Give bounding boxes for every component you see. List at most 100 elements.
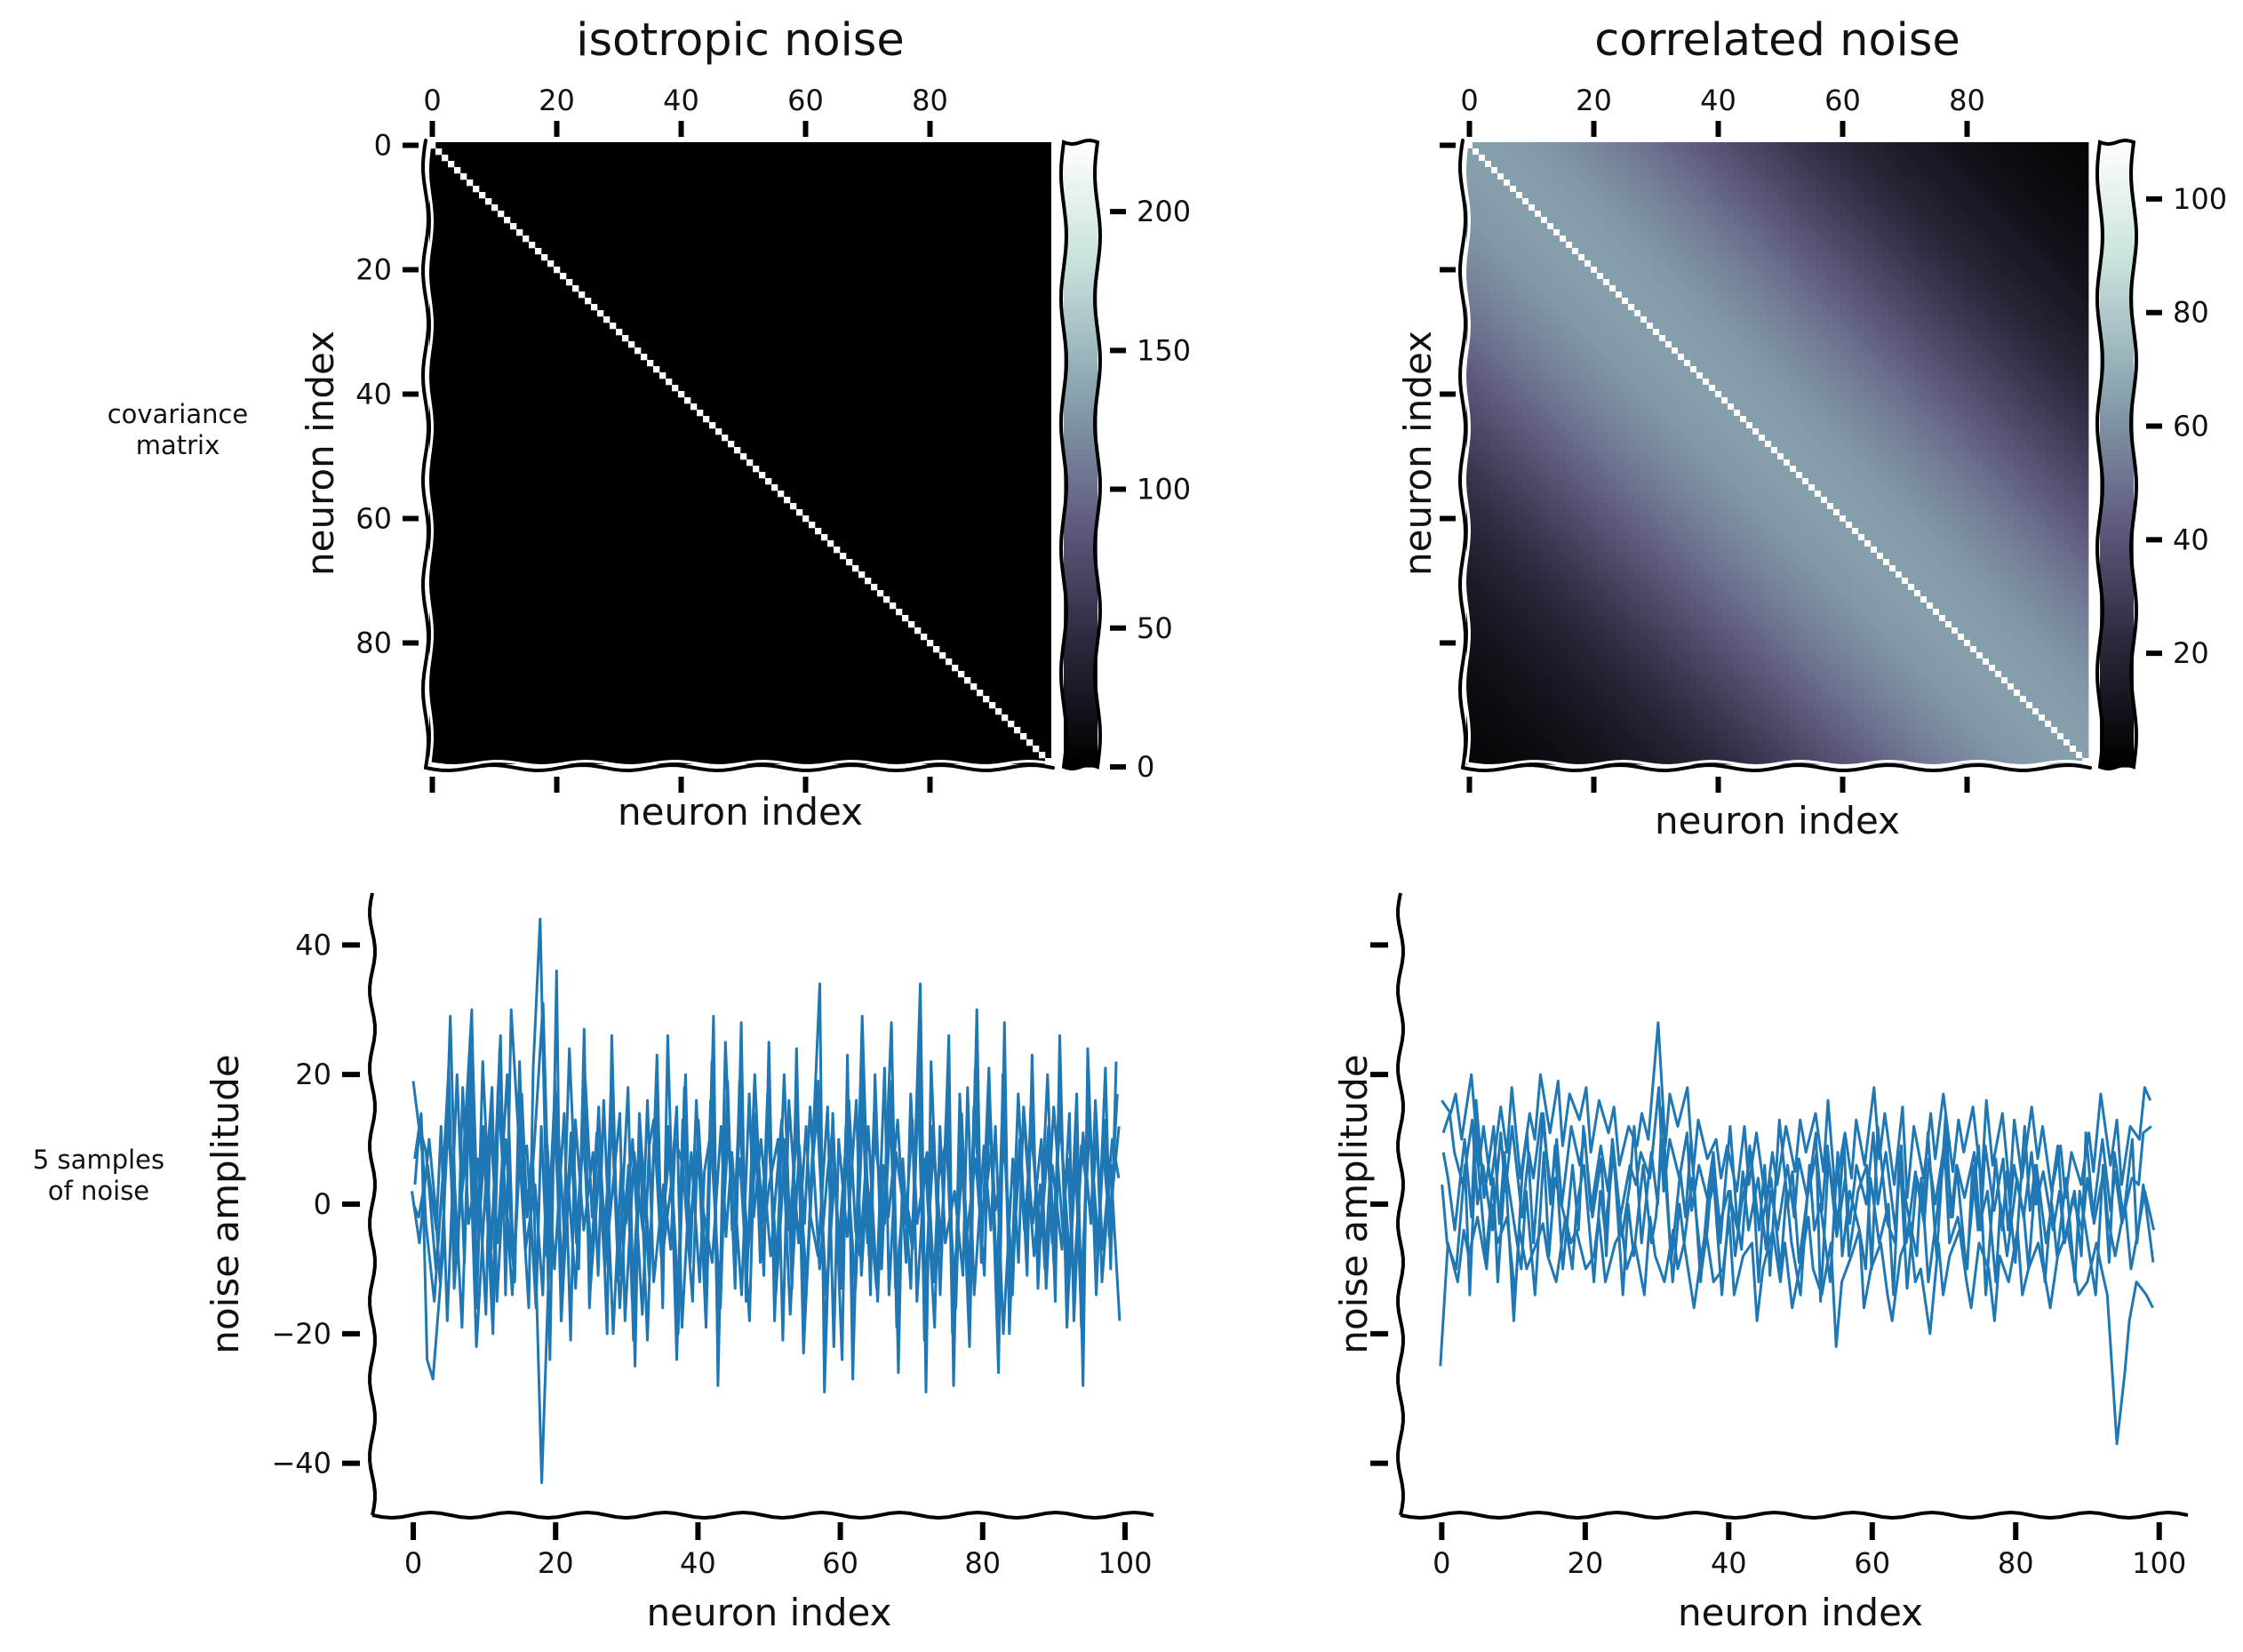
heatmap-cell: [2020, 223, 2027, 230]
colorbar-band: [1064, 756, 1098, 762]
heatmap-cell: [1640, 291, 1648, 299]
heatmap-cell: [1479, 161, 1486, 168]
heatmap-cell: [1746, 229, 1753, 236]
heatmap-cell: [1684, 204, 1691, 211]
heatmap-cell: [1914, 391, 1921, 398]
heatmap-cell: [1840, 341, 1847, 348]
heatmap-cell: [1933, 391, 1940, 398]
heatmap-cell: [1535, 329, 1542, 336]
colorbar-band: [1064, 662, 1098, 669]
heatmap-cell: [1821, 316, 1828, 323]
heatmap-cell: [1952, 211, 1959, 218]
heatmap-cell: [1796, 354, 1803, 361]
heatmap-cell: [1784, 248, 1791, 255]
heatmap-cell: [1703, 155, 1710, 162]
heatmap-cell: [1833, 173, 1840, 180]
heatmap-cell: [1976, 316, 1984, 323]
heatmap-cell: [1516, 316, 1523, 323]
heatmap-cell: [1896, 372, 1903, 379]
heatmap-cell: [1983, 298, 1990, 305]
heatmap-cell: [1802, 223, 1809, 230]
heatmap-cell: [1952, 366, 1959, 373]
heatmap-cell: [1485, 180, 1492, 187]
heatmap-cell: [1970, 428, 1977, 435]
heatmap-cell: [1578, 372, 1585, 379]
heatmap-cell: [1647, 329, 1654, 336]
heatmap-cell: [1466, 148, 1473, 156]
heatmap-cell: [1678, 316, 1685, 323]
heatmap-cell: [1640, 173, 1648, 180]
heatmap-cell: [1970, 323, 1977, 330]
heatmap-cell: [547, 260, 555, 267]
heatmap-cell: [1939, 354, 1946, 361]
heatmap-cell: [1864, 273, 1872, 280]
heatmap-cell: [1640, 148, 1648, 156]
heatmap-cell: [1920, 204, 1928, 211]
heatmap-cell: [1815, 304, 1822, 311]
heatmap-cell: [1678, 217, 1685, 224]
heatmap-cell: [1535, 211, 1542, 218]
heatmap-cell: [1796, 211, 1803, 218]
heatmap-cell: [1920, 242, 1928, 249]
heatmap-cell: [1896, 267, 1903, 274]
heatmap-cell: [1796, 410, 1803, 417]
heatmap-cell: [1840, 285, 1847, 292]
heatmap-cell: [1616, 291, 1623, 299]
heatmap-cell: [1640, 180, 1648, 187]
heatmap-cell: [1504, 142, 1511, 149]
heatmap-cell: [1560, 360, 1567, 367]
heatmap-cell: [2020, 416, 2027, 423]
heatmap-cell: [1473, 391, 1480, 398]
heatmap-cell: [877, 590, 884, 597]
heatmap-cell: [1746, 285, 1753, 292]
heatmap-cell: [1609, 142, 1616, 149]
heatmap-cell: [1833, 211, 1840, 218]
heatmap-cell: [1696, 416, 1704, 423]
heatmap-cell: [2020, 379, 2027, 386]
heatmap-cell: [1976, 148, 1984, 156]
heatmap-cell: [2070, 347, 2077, 355]
heatmap-cell: [2014, 223, 2021, 230]
heatmap-cell: [1752, 329, 1760, 336]
heatmap-cell: [2082, 347, 2089, 355]
heatmap-cell: [1958, 335, 1965, 342]
heatmap-cell: [504, 217, 511, 224]
heatmap-cell: [1622, 142, 1629, 149]
heatmap-cell: [1970, 211, 1977, 218]
heatmap-cell: [1989, 173, 1996, 180]
heatmap-cell: [1933, 410, 1940, 417]
heatmap-cell: [1510, 155, 1517, 162]
heatmap-cell: [2063, 279, 2071, 286]
heatmap-cell: [1690, 223, 1697, 230]
colorbar-band: [1064, 179, 1098, 185]
heatmap-cell: [1827, 372, 1834, 379]
heatmap-cell: [1740, 347, 1747, 355]
heatmap-cell: [2008, 304, 2015, 311]
heatmap-cell: [2070, 192, 2077, 199]
heatmap-cell: [1665, 410, 1672, 417]
heatmap-cell: [1566, 229, 1573, 236]
heatmap-cell: [1945, 379, 1952, 386]
heatmap-cell: [2008, 254, 2015, 261]
heatmap-cell: [1510, 360, 1517, 367]
heatmap-cell: [1989, 248, 1996, 255]
heatmap-cell: [1852, 323, 1859, 330]
heatmap-cell: [1958, 211, 1965, 218]
heatmap-cell: [1740, 391, 1747, 398]
heatmap-cell: [1566, 416, 1573, 423]
heatmap-cell: [1672, 298, 1679, 305]
heatmap-cell: [1995, 198, 2002, 205]
heatmap-cell: [1877, 329, 1884, 336]
heatmap-cell: [1883, 391, 1890, 398]
heatmap-cell: [1690, 416, 1697, 423]
heatmap-cell: [1883, 173, 1890, 180]
heatmap-cell: [1665, 180, 1672, 187]
heatmap-cell: [1485, 391, 1492, 398]
colorbar-band: [1064, 667, 1098, 674]
heatmap-cell: [1703, 397, 1710, 404]
heatmap-cell: [1914, 167, 1921, 174]
heatmap-cell: [1653, 173, 1660, 180]
heatmap-cell: [1821, 242, 1828, 249]
heatmap-cell: [1908, 235, 1915, 243]
colorbar-band: [1064, 689, 1098, 695]
